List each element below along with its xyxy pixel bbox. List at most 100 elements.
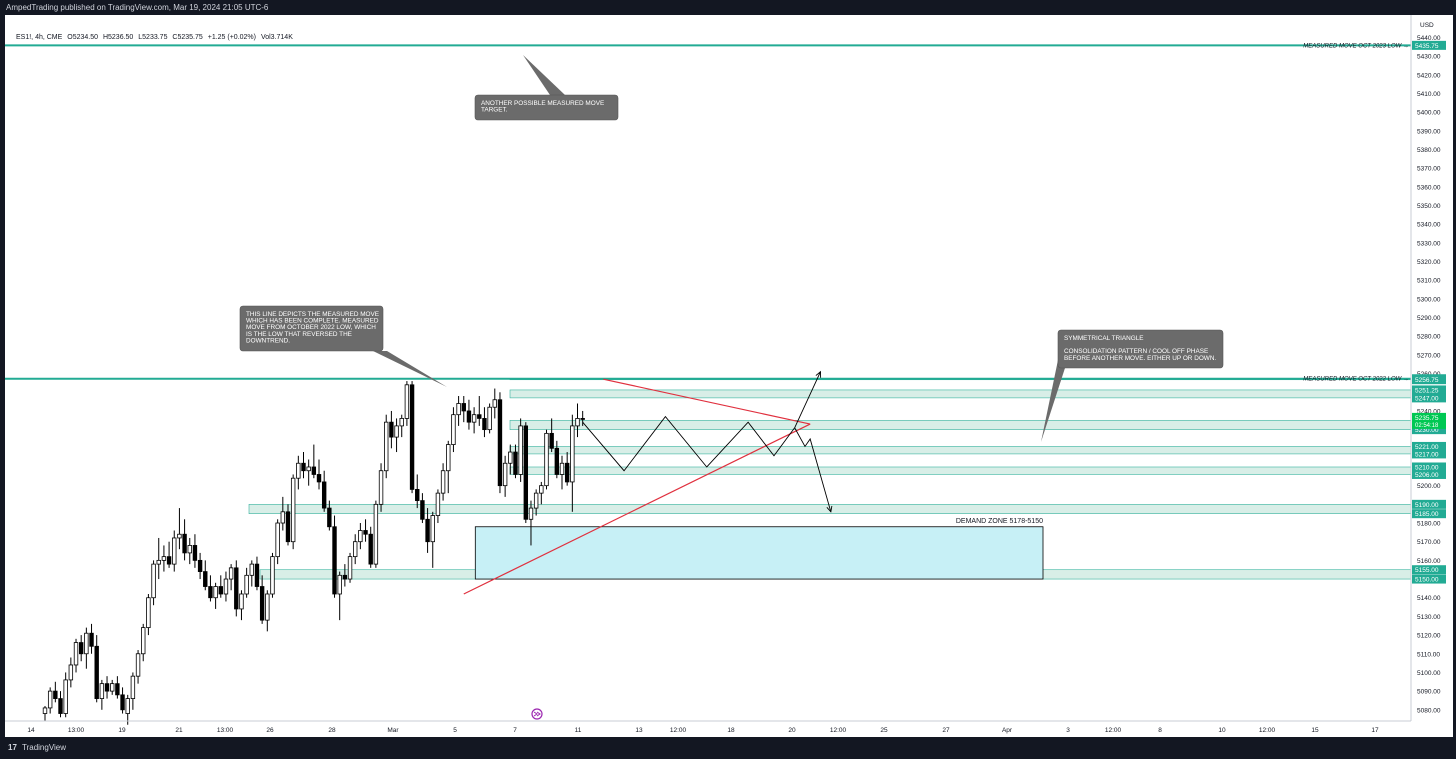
candle-body — [290, 477, 296, 543]
price-tag — [1412, 565, 1446, 575]
projection-up-arrowhead — [815, 370, 822, 378]
candle-body — [404, 384, 410, 419]
callout-box — [239, 305, 384, 352]
candle-body — [471, 414, 477, 423]
candle-body — [156, 559, 161, 565]
time-tick-label: 5 — [453, 727, 457, 734]
candle-body — [151, 563, 156, 599]
candle-body — [301, 462, 306, 472]
price-tag-label: 5190.00 — [1415, 502, 1439, 509]
price-tick-label: 5330.00 — [1417, 240, 1441, 247]
projection-up-arrow — [794, 371, 821, 428]
demand-zone-label: DEMAND ZONE 5178-5150 — [956, 518, 1043, 525]
candle-body — [234, 567, 239, 610]
price-tick-label: 5200.00 — [1417, 483, 1441, 490]
candle-body — [161, 556, 167, 561]
candle-body — [477, 414, 482, 419]
candle-body — [244, 574, 249, 595]
candle-body — [332, 526, 337, 595]
chart-svg[interactable]: DEMAND ZONE 5178-5150 MEASURED MOVE OCT … — [5, 15, 1453, 737]
candle-body — [394, 425, 399, 438]
price-tick-label: 5400.00 — [1417, 110, 1441, 117]
time-tick-label: 11 — [575, 727, 582, 734]
level-band — [509, 389, 1412, 399]
time-tick-label: 7 — [513, 727, 517, 734]
candle-body — [47, 690, 53, 709]
time-tick-label: 26 — [266, 727, 274, 734]
candle-body — [518, 425, 523, 475]
price-tag-label: 5251.25 — [1415, 387, 1439, 394]
candle-body — [254, 563, 260, 587]
candle-body — [549, 432, 554, 449]
time-tick-label: 3 — [1066, 727, 1070, 734]
time-axis[interactable]: 14 13:00 19 21 13:00 26 28 Mar 5 7 11 13 12:00 18 20 12… — [5, 708, 1411, 734]
triangle-pattern[interactable] — [463, 378, 811, 595]
time-tick-label: 13:00 — [217, 727, 234, 734]
candle-body — [89, 632, 94, 647]
candle-body — [110, 683, 115, 692]
price-tag-label: 5221.00 — [1415, 444, 1439, 451]
time-tick-label: 21 — [175, 727, 183, 734]
candle-body — [533, 492, 539, 509]
candle-body — [208, 586, 213, 599]
price-tick-label: 5370.00 — [1417, 166, 1441, 173]
candle-body — [570, 425, 575, 483]
candle-body — [373, 503, 379, 565]
candle-body — [192, 545, 198, 561]
candle-body — [399, 418, 404, 427]
candle-body — [502, 462, 508, 487]
candle-body — [78, 642, 84, 655]
candle-body — [497, 399, 503, 487]
demand-zone[interactable]: DEMAND ZONE 5178-5150 — [474, 518, 1044, 580]
candle-body — [197, 559, 203, 572]
callout-pointer — [1041, 360, 1065, 442]
callout-line: BEFORE ANOTHER MOVE. EITHER UP OR DOWN. — [1064, 355, 1216, 362]
candle-body — [115, 683, 120, 696]
price-tag-label: 5185.00 — [1415, 511, 1439, 518]
price-tick-label: 5340.00 — [1417, 222, 1441, 229]
candle-body — [337, 574, 342, 595]
price-axis[interactable]: USD 5080.00 5090.00 5100.00 5110.00 5120.00 51… — [1410, 15, 1446, 721]
candle-body — [73, 642, 79, 666]
candle-body — [409, 384, 415, 490]
current-price-label: 5235.75 — [1415, 415, 1439, 422]
candle-body — [316, 474, 322, 483]
candle-body — [420, 500, 425, 520]
time-tick-label: 8 — [1158, 727, 1162, 734]
current-price-countdown: 02:54:18 — [1415, 423, 1439, 429]
demand-zone-rect — [474, 526, 1044, 580]
candle-body — [104, 683, 110, 692]
candle-body — [528, 507, 534, 520]
candle-body — [446, 444, 451, 472]
candle-body — [84, 632, 89, 655]
candle-body — [177, 533, 182, 539]
tradingview-logo[interactable]: 17 TradingView — [8, 743, 66, 752]
measured-move-lines[interactable]: MEASURED MOVE OCT 2023 LOW → MEASURED MOV… — [5, 43, 1411, 383]
candle-body — [368, 533, 373, 565]
candle-body — [130, 675, 136, 699]
event-marker-glyph — [533, 711, 541, 717]
candle-body — [358, 530, 363, 543]
price-tick-label: 5360.00 — [1417, 184, 1441, 191]
triangle-lower-line — [463, 423, 811, 595]
price-tick-label: 5390.00 — [1417, 128, 1441, 135]
time-tick-label: 27 — [942, 727, 950, 734]
price-tag — [1412, 449, 1446, 459]
projection-path[interactable] — [582, 370, 833, 513]
time-tick-label: 15 — [1311, 727, 1319, 734]
time-tick-label: 12:00 — [670, 727, 687, 734]
chart-area[interactable]: DEMAND ZONE 5178-5150 MEASURED MOVE OCT … — [5, 15, 1453, 737]
price-tick-label: 5170.00 — [1417, 539, 1441, 546]
candle-body — [347, 556, 353, 580]
price-tick-label: 5440.00 — [1417, 35, 1441, 42]
price-tag-label: 5230.00 — [1415, 427, 1439, 434]
candle-body — [378, 470, 384, 505]
price-tag — [1412, 375, 1446, 385]
time-tick-label: 12:00 — [1259, 727, 1276, 734]
measured-move-label: MEASURED MOVE OCT 2023 LOW → — [1303, 43, 1409, 49]
tradingview-brand: TradingView — [21, 743, 67, 752]
price-tag — [1412, 385, 1446, 395]
candle-body — [228, 567, 234, 580]
candle-body — [182, 533, 187, 554]
